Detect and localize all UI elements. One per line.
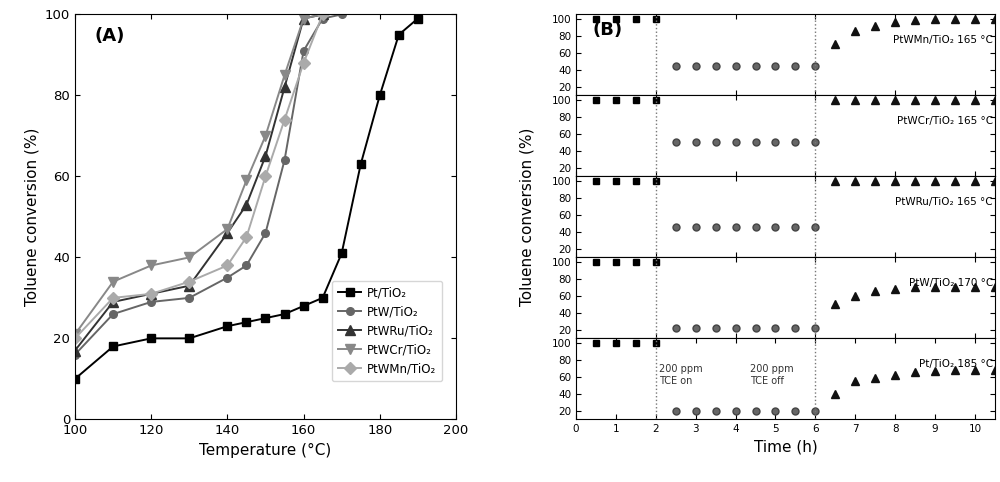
PtWCr/TiO₂ xyxy=(183,254,195,260)
PtW/TiO₂ xyxy=(107,311,119,317)
PtWRu/TiO₂ xyxy=(259,153,271,159)
PtWCr/TiO₂ xyxy=(107,279,119,284)
Text: Pt/TiO₂ 185 °C: Pt/TiO₂ 185 °C xyxy=(919,359,993,369)
PtW/TiO₂ xyxy=(240,263,252,268)
Text: Toluene conversion (%): Toluene conversion (%) xyxy=(520,128,534,306)
Line: PtWRu/TiO₂: PtWRu/TiO₂ xyxy=(70,10,327,355)
Pt/TiO₂ xyxy=(107,344,119,349)
PtW/TiO₂ xyxy=(279,157,291,163)
PtWRu/TiO₂ xyxy=(240,202,252,208)
Text: (B): (B) xyxy=(593,21,623,39)
Text: 200 ppm
TCE off: 200 ppm TCE off xyxy=(750,364,793,386)
Pt/TiO₂ xyxy=(259,315,271,321)
Pt/TiO₂ xyxy=(145,335,157,341)
PtWRu/TiO₂ xyxy=(145,291,157,297)
PtWMn/TiO₂ xyxy=(183,279,195,284)
PtWRu/TiO₂ xyxy=(279,84,291,90)
PtWMn/TiO₂ xyxy=(259,174,271,179)
Pt/TiO₂ xyxy=(336,251,348,256)
Legend: Pt/TiO₂, PtW/TiO₂, PtWRu/TiO₂, PtWCr/TiO₂, PtWMn/TiO₂: Pt/TiO₂, PtW/TiO₂, PtWRu/TiO₂, PtWCr/TiO… xyxy=(332,281,442,381)
PtWCr/TiO₂ xyxy=(298,15,310,21)
PtWCr/TiO₂ xyxy=(259,133,271,139)
Pt/TiO₂ xyxy=(279,311,291,317)
PtWMn/TiO₂ xyxy=(107,295,119,301)
Pt/TiO₂ xyxy=(355,161,367,167)
PtW/TiO₂ xyxy=(221,275,233,281)
Pt/TiO₂ xyxy=(183,335,195,341)
PtW/TiO₂ xyxy=(69,352,81,358)
PtWRu/TiO₂ xyxy=(298,15,310,21)
PtWRu/TiO₂ xyxy=(183,283,195,289)
PtWCr/TiO₂ xyxy=(221,226,233,232)
Text: (A): (A) xyxy=(94,27,124,45)
PtWMn/TiO₂ xyxy=(69,335,81,341)
PtWMn/TiO₂ xyxy=(221,263,233,268)
Line: Pt/TiO₂: Pt/TiO₂ xyxy=(71,14,422,383)
PtWMn/TiO₂ xyxy=(298,60,310,66)
Pt/TiO₂ xyxy=(412,15,424,21)
PtW/TiO₂ xyxy=(298,48,310,54)
PtWRu/TiO₂ xyxy=(69,348,81,353)
Pt/TiO₂ xyxy=(240,319,252,325)
Pt/TiO₂ xyxy=(393,32,405,38)
Pt/TiO₂ xyxy=(317,295,329,301)
Line: PtW/TiO₂: PtW/TiO₂ xyxy=(71,11,345,359)
Text: 200 ppm
TCE on: 200 ppm TCE on xyxy=(659,364,703,386)
Text: PtW/TiO₂ 170 °C: PtW/TiO₂ 170 °C xyxy=(909,278,993,288)
Text: PtWCr/TiO₂ 165 °C: PtWCr/TiO₂ 165 °C xyxy=(897,116,993,126)
Text: PtWRu/TiO₂ 165 °C: PtWRu/TiO₂ 165 °C xyxy=(895,197,993,207)
X-axis label: Time (h): Time (h) xyxy=(754,440,817,455)
Y-axis label: Toluene conversion (%): Toluene conversion (%) xyxy=(24,128,39,306)
PtW/TiO₂ xyxy=(183,295,195,301)
PtW/TiO₂ xyxy=(317,15,329,21)
Pt/TiO₂ xyxy=(298,303,310,309)
PtW/TiO₂ xyxy=(259,230,271,236)
PtW/TiO₂ xyxy=(145,299,157,305)
PtWRu/TiO₂ xyxy=(317,12,329,17)
PtWCr/TiO₂ xyxy=(279,72,291,78)
PtWMn/TiO₂ xyxy=(279,117,291,122)
Pt/TiO₂ xyxy=(69,376,81,382)
PtWMn/TiO₂ xyxy=(145,291,157,297)
PtWCr/TiO₂ xyxy=(317,12,329,17)
PtWMn/TiO₂ xyxy=(317,12,329,17)
Line: PtWCr/TiO₂: PtWCr/TiO₂ xyxy=(70,10,327,339)
PtWMn/TiO₂ xyxy=(240,234,252,240)
Text: PtWMn/TiO₂ 165 °C: PtWMn/TiO₂ 165 °C xyxy=(893,35,993,45)
PtWCr/TiO₂ xyxy=(240,177,252,183)
PtW/TiO₂ xyxy=(336,12,348,17)
Line: PtWMn/TiO₂: PtWMn/TiO₂ xyxy=(71,10,327,343)
PtWRu/TiO₂ xyxy=(221,230,233,236)
PtWCr/TiO₂ xyxy=(69,332,81,337)
PtWRu/TiO₂ xyxy=(107,299,119,305)
X-axis label: Temperature (°C): Temperature (°C) xyxy=(199,443,332,458)
Pt/TiO₂ xyxy=(221,323,233,329)
PtWCr/TiO₂ xyxy=(145,263,157,268)
Pt/TiO₂ xyxy=(374,93,386,98)
